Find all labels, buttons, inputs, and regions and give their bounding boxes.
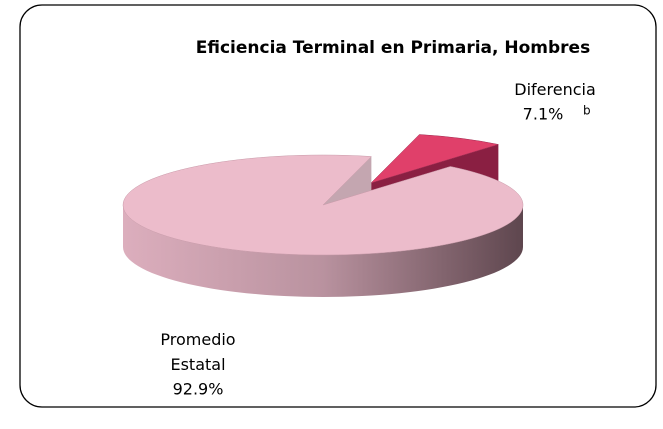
value-label: 7.1% — [523, 105, 564, 124]
slice-side — [123, 205, 523, 297]
footnote-marker: b — [583, 104, 591, 118]
category-label: Diferencia — [514, 80, 596, 99]
category-label: Promedio Estatal — [160, 330, 235, 374]
slice — [370, 134, 499, 184]
value-label: 92.9% — [173, 380, 224, 399]
category-line: Diferencia — [514, 80, 596, 99]
category-line: Estatal — [170, 355, 225, 374]
category-line: Promedio — [160, 330, 235, 349]
slice — [122, 154, 524, 256]
chart-title: Eficiencia Terminal en Primaria, Hombres — [196, 38, 590, 58]
